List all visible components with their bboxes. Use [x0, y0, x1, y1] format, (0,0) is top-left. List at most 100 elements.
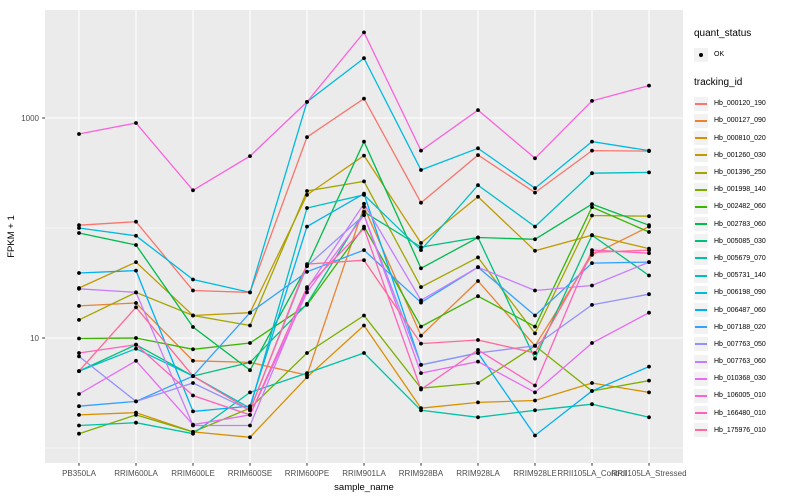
- legend-item-label: Hb_005731_140: [714, 272, 766, 280]
- data-point: [134, 346, 138, 351]
- data-point: [590, 389, 594, 393]
- data-point: [419, 200, 423, 205]
- legend-item-Hb_166480_010: Hb_166480_010: [694, 405, 800, 422]
- data-point: [362, 179, 366, 184]
- legend-key-swatch: [694, 165, 708, 180]
- legend-key-swatch: [694, 131, 708, 146]
- legend-title-tracking-id: tracking_id: [694, 77, 743, 89]
- x-tick-label: RRIM928LA: [456, 469, 500, 478]
- line-swatch-icon: [695, 429, 707, 432]
- data-point: [533, 343, 537, 348]
- data-point: [248, 290, 252, 295]
- data-point: [191, 422, 195, 427]
- line-swatch-icon: [695, 188, 707, 191]
- legend-item-Hb_007763_060: Hb_007763_060: [694, 353, 800, 370]
- data-point: [248, 310, 252, 315]
- data-point: [305, 206, 309, 210]
- data-point: [647, 378, 651, 383]
- data-point: [362, 153, 366, 158]
- data-point: [590, 402, 594, 407]
- data-point: [419, 245, 423, 250]
- data-point: [419, 371, 423, 375]
- x-tick-label: RRIM600LA: [114, 469, 158, 478]
- legend: quant_status OK tracking_id Hb_000120_19…: [694, 28, 800, 439]
- line-swatch-icon: [695, 102, 707, 105]
- data-point: [362, 248, 366, 253]
- line-swatch-icon: [695, 223, 707, 226]
- data-point: [77, 286, 81, 291]
- data-point: [647, 148, 651, 153]
- data-point: [362, 323, 366, 328]
- data-point: [533, 331, 537, 336]
- legend-item-label: Hb_175976_010: [714, 426, 766, 434]
- data-point: [305, 302, 309, 306]
- line-swatch-icon: [695, 309, 707, 312]
- data-point: [476, 279, 480, 283]
- data-point: [77, 431, 81, 436]
- data-point: [134, 219, 138, 224]
- data-point: [533, 237, 537, 242]
- data-point: [134, 268, 138, 273]
- data-point: [533, 224, 537, 229]
- data-point: [476, 194, 480, 199]
- data-point: [77, 354, 81, 359]
- line-swatch-icon: [695, 377, 707, 380]
- data-point: [647, 292, 651, 297]
- data-point: [647, 415, 651, 420]
- data-point: [419, 168, 423, 172]
- data-point: [419, 341, 423, 346]
- data-point: [134, 399, 138, 404]
- data-point: [191, 188, 195, 193]
- data-point: [305, 290, 309, 295]
- data-point: [590, 381, 594, 385]
- data-point: [248, 154, 252, 159]
- x-tick-label: RRIM600LE: [171, 469, 215, 478]
- legend-key-swatch: [694, 148, 708, 163]
- data-point: [134, 290, 138, 295]
- data-point: [419, 363, 423, 367]
- data-point: [419, 266, 423, 271]
- legend-item-Hb_007188_020: Hb_007188_020: [694, 319, 800, 336]
- data-point: [476, 351, 480, 355]
- data-point: [362, 226, 366, 231]
- legend-item-label: Hb_005679_070: [714, 254, 766, 262]
- data-point: [419, 241, 423, 245]
- data-point: [191, 374, 195, 378]
- data-point: [77, 304, 81, 308]
- data-point: [248, 323, 252, 328]
- legend-item-label: Hb_007763_060: [714, 358, 766, 366]
- legend-key-swatch: [694, 320, 708, 335]
- data-point: [476, 235, 480, 240]
- legend-item-ok: OK: [694, 46, 800, 63]
- legend-key-swatch: [694, 113, 708, 128]
- data-point: [590, 202, 594, 207]
- legend-item-label: Hb_002783_060: [714, 220, 766, 228]
- legend-item-label: Hb_000810_020: [714, 134, 766, 142]
- data-point: [476, 183, 480, 188]
- data-point: [419, 387, 423, 392]
- legend-item-label: OK: [714, 51, 725, 59]
- data-point: [77, 231, 81, 235]
- data-point: [77, 132, 81, 136]
- legend-item-Hb_006198_090: Hb_006198_090: [694, 284, 800, 301]
- data-point: [476, 294, 480, 299]
- data-point: [248, 423, 252, 428]
- data-point: [248, 413, 252, 417]
- data-point: [647, 214, 651, 219]
- data-point: [590, 233, 594, 238]
- x-tick-label: RRIM928LE: [513, 469, 557, 478]
- data-point: [533, 390, 537, 395]
- data-point: [647, 260, 651, 264]
- data-point: [248, 368, 252, 373]
- data-point: [419, 408, 423, 413]
- line-swatch-icon: [695, 171, 707, 174]
- data-point: [305, 371, 309, 375]
- data-point: [362, 191, 366, 196]
- data-point: [590, 261, 594, 265]
- legend-key-swatch: [694, 251, 708, 266]
- legend-item-Hb_175976_010: Hb_175976_010: [694, 422, 800, 439]
- data-point: [77, 413, 81, 417]
- data-point: [590, 205, 594, 210]
- legend-item-Hb_005731_140: Hb_005731_140: [694, 267, 800, 284]
- data-point: [362, 258, 366, 263]
